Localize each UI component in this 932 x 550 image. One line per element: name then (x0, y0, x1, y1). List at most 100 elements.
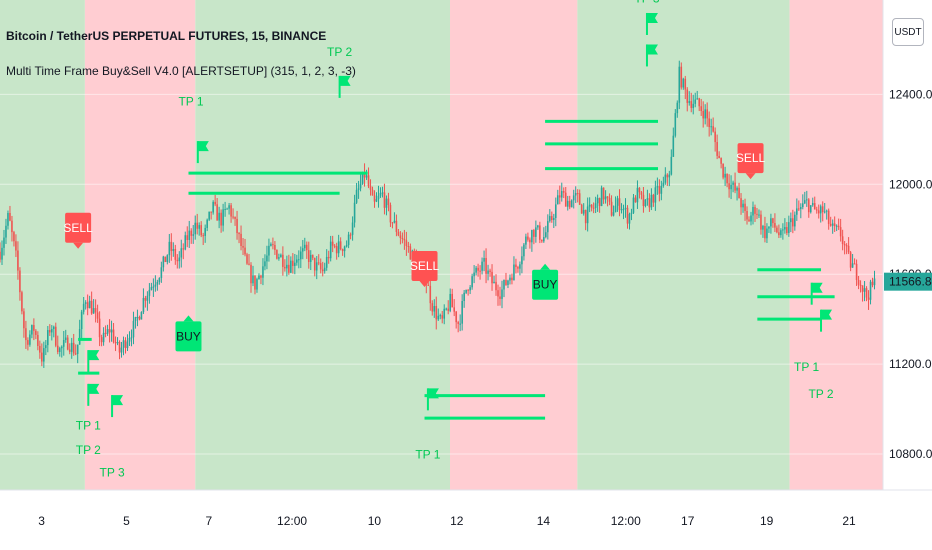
candle-body (11, 220, 13, 233)
time-tick-label: 10 (368, 514, 382, 528)
candle (150, 282, 153, 291)
candle (511, 273, 513, 285)
candle-body (505, 279, 507, 285)
candle (5, 218, 7, 244)
candle (568, 195, 571, 210)
candle (618, 189, 621, 217)
candle (206, 218, 208, 232)
candle-body (730, 184, 732, 190)
candle-body (849, 252, 852, 268)
candle-body (485, 258, 487, 274)
candle-body (798, 208, 800, 210)
candle (278, 253, 280, 261)
candle-body (543, 237, 545, 242)
candle-body (130, 337, 133, 339)
currency-button[interactable]: USDT (892, 18, 924, 46)
candle (1, 240, 3, 265)
candle (517, 265, 519, 273)
candle (148, 283, 151, 304)
candle (788, 215, 790, 237)
candle-body (636, 187, 639, 203)
candle (592, 202, 595, 214)
candle-body (5, 225, 7, 238)
candle-body (19, 270, 21, 293)
candle (373, 190, 376, 208)
candle-body (431, 303, 434, 312)
candle (642, 186, 645, 213)
candle (7, 210, 9, 230)
candle (608, 193, 611, 206)
candle-body (268, 245, 270, 256)
candle-body (602, 187, 605, 200)
take-profit-label: TP 1 (178, 95, 203, 109)
candle-body (447, 308, 450, 311)
candle-body (455, 311, 457, 323)
candle-body (327, 256, 330, 259)
candle (766, 223, 768, 243)
candle (628, 212, 631, 230)
candle-body (162, 256, 165, 268)
candle-body (760, 214, 762, 230)
candle-body (658, 186, 661, 194)
candle-body (821, 206, 824, 213)
candle (572, 189, 575, 209)
candle (507, 279, 509, 289)
candle-body (222, 209, 224, 226)
candle-body (387, 198, 390, 205)
candle (351, 216, 354, 241)
candle (315, 256, 318, 280)
candle-body (684, 78, 687, 90)
candle-body (325, 256, 328, 268)
candle-body (531, 230, 533, 243)
time-axis-panel (0, 490, 932, 550)
candle-body (533, 230, 535, 237)
candle-body (762, 226, 764, 230)
candle (736, 186, 738, 201)
candle-body (160, 267, 163, 279)
candle-body (803, 200, 806, 204)
candle-body (433, 306, 436, 312)
candle (682, 77, 685, 90)
candle (845, 243, 848, 255)
candle (485, 248, 487, 284)
candle (431, 300, 434, 316)
candle (594, 196, 597, 214)
candle (839, 218, 842, 242)
candle (379, 187, 382, 198)
candle-body (56, 345, 59, 352)
candle-body (465, 289, 467, 293)
candle-body (598, 198, 601, 207)
candle (108, 319, 111, 343)
candle-body (52, 326, 55, 330)
candle (853, 258, 856, 265)
last-price-tag (884, 272, 932, 291)
candle-body (124, 340, 127, 349)
candle (399, 231, 402, 245)
candle (616, 195, 619, 212)
candle (772, 217, 774, 228)
candle-body (198, 225, 201, 229)
candle-body (873, 278, 876, 286)
candle-body (807, 199, 810, 213)
candle-body (122, 340, 125, 348)
candle-body (634, 197, 637, 203)
candle-body (724, 173, 726, 178)
candle (397, 229, 400, 237)
candle (363, 163, 366, 187)
candle (764, 216, 766, 243)
candle-body (792, 218, 794, 227)
candle-body (746, 211, 748, 220)
candle-body (449, 293, 452, 311)
candle (505, 272, 507, 286)
candle-body (88, 300, 91, 309)
candle-body (337, 241, 340, 254)
candle (182, 243, 185, 260)
candle (47, 326, 49, 353)
candle (409, 243, 412, 260)
candle-body (108, 329, 111, 333)
candle-body (27, 340, 29, 345)
candle-body (865, 288, 868, 298)
candle-body (734, 182, 736, 191)
candle-body (369, 186, 372, 190)
